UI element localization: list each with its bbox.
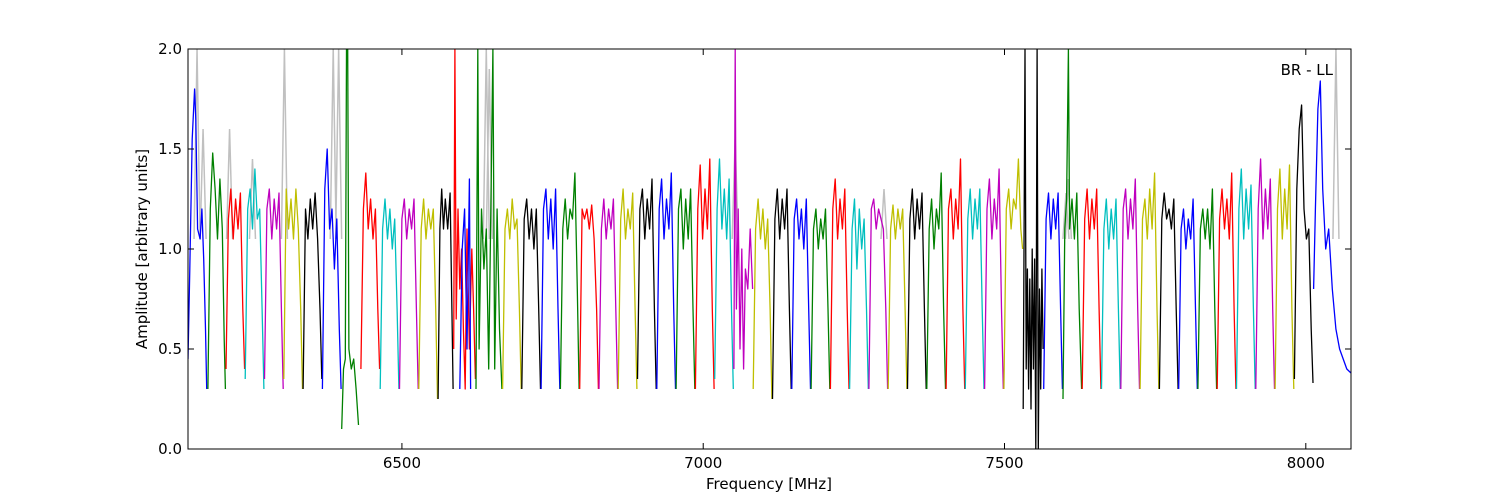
series-line-22 bbox=[598, 198, 619, 390]
series-line-9 bbox=[360, 172, 381, 370]
series-line-19 bbox=[540, 188, 561, 390]
series-line-35 bbox=[848, 198, 869, 390]
y-tick-label-3: 1.5 bbox=[158, 140, 182, 158]
y-tick-label-1: 0.5 bbox=[158, 340, 182, 358]
series-line-50 bbox=[1139, 172, 1160, 390]
series-line-2 bbox=[225, 188, 246, 370]
x-tick-label-0: 6500 bbox=[383, 454, 421, 472]
series-line-55 bbox=[1235, 168, 1256, 390]
series-line-52 bbox=[1178, 198, 1198, 390]
series-line-26 bbox=[675, 188, 696, 390]
annotation-label: BR - LL bbox=[1281, 61, 1334, 79]
series-line-54 bbox=[1216, 172, 1237, 390]
series-line-28 bbox=[714, 158, 734, 390]
series-line-44 bbox=[1022, 49, 1044, 449]
series-line-11 bbox=[398, 198, 419, 390]
series-line-37 bbox=[887, 204, 908, 390]
series-line-40 bbox=[945, 158, 966, 390]
series-line-30 bbox=[752, 198, 773, 400]
series-line-47 bbox=[1081, 188, 1102, 390]
background-spike-7 bbox=[482, 49, 491, 240]
series-line-1 bbox=[207, 152, 227, 390]
series-line-49 bbox=[1120, 178, 1141, 390]
x-tick-label-2: 7500 bbox=[985, 454, 1023, 472]
series-line-31 bbox=[771, 188, 792, 400]
series-line-45 bbox=[1043, 192, 1064, 390]
series-line-48 bbox=[1100, 198, 1121, 390]
series-line-36 bbox=[868, 198, 889, 390]
series-line-18 bbox=[521, 198, 542, 390]
background-spike-2 bbox=[225, 128, 234, 240]
plot-area bbox=[188, 49, 1351, 449]
series-line-27 bbox=[694, 158, 715, 390]
series-line-24 bbox=[636, 178, 657, 390]
series-line-43 bbox=[1003, 158, 1024, 390]
series-line-15 bbox=[459, 178, 472, 390]
series-line-56 bbox=[1255, 158, 1276, 390]
series-line-17 bbox=[501, 198, 522, 390]
series-line-29 bbox=[733, 49, 754, 370]
series-line-41 bbox=[964, 188, 985, 390]
background-spike-11 bbox=[1062, 192, 1070, 240]
y-tick-label-4: 2.0 bbox=[158, 40, 182, 58]
y-tick-label-2: 1.0 bbox=[158, 240, 182, 258]
series-line-33 bbox=[810, 208, 831, 390]
series-line-5 bbox=[283, 188, 304, 390]
series-line-13 bbox=[437, 188, 454, 400]
series-line-46 bbox=[1062, 49, 1083, 400]
x-axis-label: Frequency [MHz] bbox=[706, 475, 832, 493]
series-line-10 bbox=[379, 198, 400, 390]
background-spike-4 bbox=[280, 49, 289, 240]
series-line-14 bbox=[453, 49, 477, 390]
series-line-12 bbox=[418, 198, 439, 400]
background-spike-5 bbox=[329, 49, 337, 240]
series-line-23 bbox=[617, 188, 638, 390]
y-axis: 0.0 0.5 1.0 1.5 2.0 bbox=[158, 40, 1351, 458]
series-line-7 bbox=[321, 148, 342, 390]
background-spike-3 bbox=[248, 158, 257, 240]
series-line-3 bbox=[244, 168, 265, 390]
series-line-39 bbox=[926, 172, 947, 390]
series-line-21 bbox=[579, 204, 600, 390]
background-spike-6 bbox=[334, 49, 343, 240]
series-line-57 bbox=[1274, 164, 1295, 390]
series-line-8 bbox=[341, 49, 360, 430]
background-spike-0 bbox=[193, 49, 201, 240]
series-group bbox=[188, 49, 1351, 449]
background-spike-1 bbox=[199, 128, 207, 240]
series-line-6 bbox=[302, 192, 323, 390]
series-line-0 bbox=[188, 88, 208, 390]
series-line-38 bbox=[906, 188, 927, 390]
x-tick-label-1: 7000 bbox=[684, 454, 722, 472]
series-line-58 bbox=[1293, 104, 1314, 384]
series-line-4 bbox=[263, 188, 284, 390]
background-spike-13 bbox=[1332, 49, 1340, 240]
x-tick-label-3: 8000 bbox=[1287, 454, 1325, 472]
series-line-16 bbox=[475, 49, 503, 390]
x-axis: 6500 7000 7500 8000 bbox=[383, 49, 1325, 472]
background-spikes bbox=[193, 49, 1340, 240]
series-line-59 bbox=[1312, 80, 1351, 374]
series-line-32 bbox=[791, 198, 812, 390]
series-line-51 bbox=[1158, 192, 1179, 390]
series-line-53 bbox=[1197, 188, 1218, 390]
series-line-25 bbox=[656, 172, 677, 390]
series-line-34 bbox=[829, 178, 850, 390]
series-line-42 bbox=[983, 168, 1004, 390]
y-axis-label: Amplitude [arbitrary units] bbox=[133, 149, 151, 349]
y-tick-label-0: 0.0 bbox=[158, 440, 182, 458]
series-line-20 bbox=[559, 172, 580, 390]
